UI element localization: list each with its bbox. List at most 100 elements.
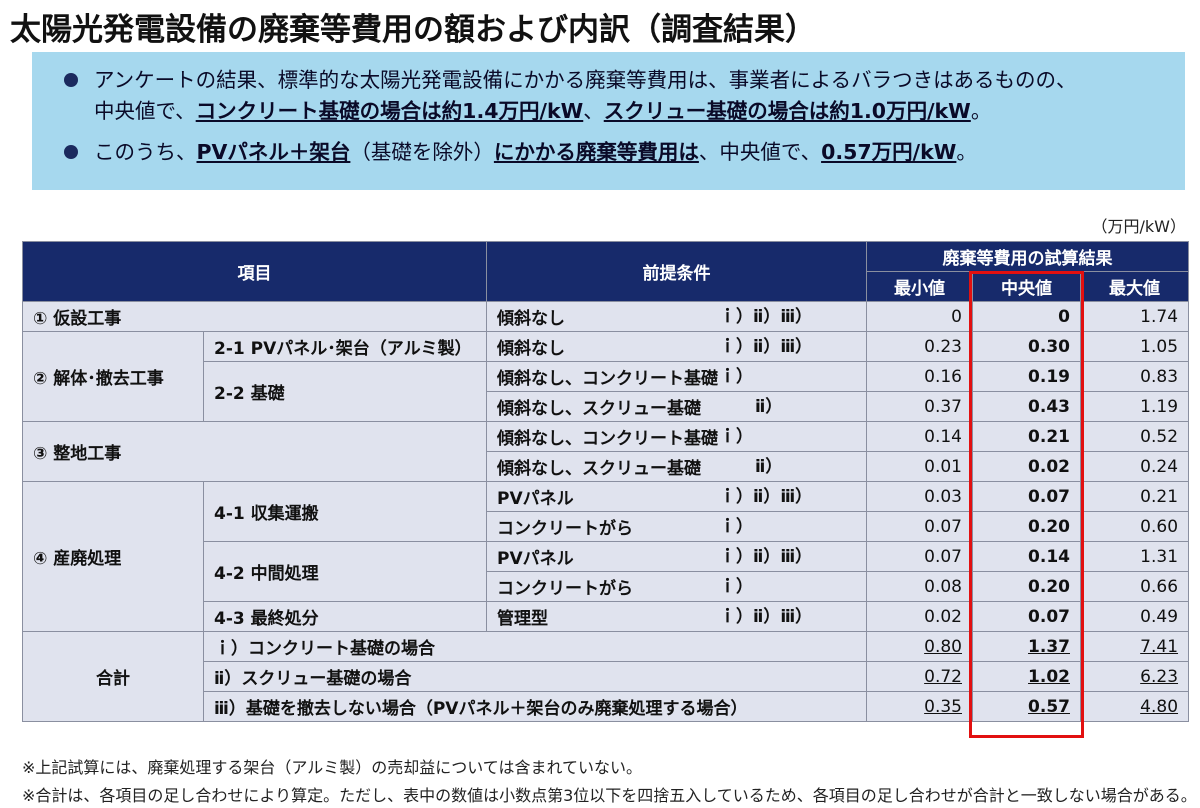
condition-text: 傾斜なし (497, 309, 565, 329)
summary-highlight: PVパネル＋架台 (196, 140, 351, 164)
category-cell: ④ 産廃処理 (22, 481, 204, 632)
median-cell: 0.43 (972, 391, 1081, 422)
median-cell: 0.30 (972, 331, 1081, 362)
min-cell: 0.03 (866, 481, 973, 512)
max-cell: 0.52 (1079, 421, 1190, 452)
condition-cell: 管理型 ｉ）ⅱ）ⅲ） (486, 601, 867, 632)
median-cell: 0.14 (972, 541, 1081, 572)
min-cell: 0.07 (866, 541, 973, 572)
header-item: 項目 (22, 241, 487, 302)
median-cell: 0.07 (972, 481, 1081, 512)
summary-highlight: にかかる廃棄等費用は (493, 140, 699, 164)
table-row: ④ 産廃処理 4-1 収集運搬 PVパネル ｉ）ⅱ）ⅲ） 0.03 0.07 0.… (22, 481, 1190, 632)
subcategory-cell: 4-1 収集運搬 (203, 481, 487, 542)
median-cell: 0.21 (972, 421, 1081, 452)
condition-refs: ｉ）ⅱ）ⅲ） (719, 487, 813, 507)
min-cell: 0.07 (866, 511, 973, 542)
max-cell: 0.83 (1079, 361, 1190, 392)
subcategory-cell: 4-2 中間処理 (203, 541, 487, 602)
max-cell: 0.21 (1079, 481, 1190, 512)
condition-refs: ｉ） (719, 517, 753, 537)
footnote-1: ※上記試算には、廃棄処理する架台（アルミ製）の売却益については含まれていない。 (22, 758, 642, 777)
total-max-cell: 6.23 (1079, 661, 1190, 692)
condition-refs: ｉ） (719, 427, 753, 447)
summary-bullet-2-text: このうち、PVパネル＋架台（基礎を除外）にかかる廃棄等費用は、中央値で、0.57… (94, 137, 977, 168)
condition-cell: PVパネル ｉ）ⅱ）ⅲ） (486, 481, 867, 512)
condition-cell: 傾斜なし ｉ）ⅱ）ⅲ） (486, 331, 867, 362)
total-label-cell: ⅲ）基礎を撤去しない場合（PVパネル＋架台のみ廃棄処理する場合） (203, 691, 867, 722)
footnote-2: ※合計は、各項目の足し合わせにより算定。ただし、表中の数値は小数点第3位以下を四… (22, 786, 1197, 805)
min-cell: 0.37 (866, 391, 973, 422)
condition-refs: ｉ） (719, 367, 753, 387)
table-row: 2-2 基礎 傾斜なし、コンクリート基礎 ｉ） 0.16 0.19 0.83 (23, 361, 1190, 422)
condition-cell: コンクリートがら ｉ） (486, 571, 867, 602)
total-median-cell: 1.37 (972, 631, 1081, 662)
max-cell: 0.49 (1079, 601, 1190, 632)
summary-text: 中央値で、 (94, 99, 196, 123)
condition-cell: 傾斜なし、コンクリート基礎 ｉ） (486, 421, 867, 452)
summary-highlight: 0.57万円/kW (821, 140, 957, 164)
condition-text: 傾斜なし、スクリュー基礎 (497, 399, 701, 419)
summary-highlight: コンクリート基礎の場合は約1.4万円/kW (195, 99, 584, 123)
max-cell: 0.24 (1079, 451, 1190, 482)
condition-text: コンクリートがら (497, 519, 633, 539)
median-cell: 0 (972, 301, 1081, 332)
median-cell: 0.19 (972, 361, 1081, 392)
header-result: 廃棄等費用の試算結果 (865, 241, 1190, 272)
total-row: 合計 ｉ）コンクリート基礎の場合 0.80 1.37 7.41 (22, 631, 1190, 722)
min-cell: 0.14 (866, 421, 973, 452)
table-row: ② 解体･撤去工事 2-1 PVパネル･架台（アルミ製） 傾斜なし ｉ）ⅱ）ⅲ） … (22, 331, 1190, 422)
cost-table: 項目 前提条件 廃棄等費用の試算結果 最小値 中央値 最大値 ① 仮設工事 傾斜… (22, 241, 1190, 722)
table-row: 4-2 中間処理 PVパネル ｉ）ⅱ）ⅲ） 0.07 0.14 1.31 (23, 541, 1190, 602)
total-median-cell: 1.02 (972, 661, 1081, 692)
subcategory-cell: 2-1 PVパネル･架台（アルミ製） (203, 331, 487, 362)
summary-bullet-1: アンケートの結果、標準的な太陽光発電設備にかかる廃棄等費用は、事業者によるバラつ… (52, 65, 1167, 127)
table-row: ① 仮設工事 傾斜なし ｉ）ⅱ）ⅲ） 0 0 1.74 (22, 301, 1190, 332)
summary-bullet-2: このうち、PVパネル＋架台（基礎を除外）にかかる廃棄等費用は、中央値で、0.57… (52, 137, 1167, 168)
condition-text: コンクリートがら (497, 579, 633, 599)
category-cell: ① 仮設工事 (22, 301, 487, 332)
summary-box: アンケートの結果、標準的な太陽光発電設備にかかる廃棄等費用は、事業者によるバラつ… (32, 52, 1185, 190)
min-cell: 0.01 (866, 451, 973, 482)
subcategory-cell: 4-3 最終処分 (203, 601, 487, 632)
condition-text: 傾斜なし、コンクリート基礎 (497, 369, 718, 389)
min-cell: 0 (866, 301, 973, 332)
condition-refs: ｉ） (719, 577, 753, 597)
total-label-cell: ｉ）コンクリート基礎の場合 (203, 631, 867, 662)
summary-text: （基礎を除外） (350, 140, 494, 164)
condition-text: 管理型 (497, 609, 548, 629)
total-min-cell: 0.35 (866, 691, 973, 722)
median-cell: 0.07 (972, 601, 1081, 632)
max-cell: 1.74 (1079, 301, 1190, 332)
summary-text: アンケートの結果、標準的な太陽光発電設備にかかる廃棄等費用は、事業者によるバラつ… (94, 68, 1077, 92)
max-cell: 0.60 (1079, 511, 1190, 542)
bullet-dot-icon (64, 145, 78, 159)
condition-cell: 傾斜なし、スクリュー基礎 ⅱ） (486, 391, 867, 422)
summary-text: このうち、 (94, 140, 197, 164)
header-condition: 前提条件 (486, 241, 867, 302)
condition-refs: ⅱ） (755, 457, 783, 477)
condition-cell: コンクリートがら ｉ） (486, 511, 867, 542)
category-cell: ③ 整地工事 (22, 421, 487, 482)
min-cell: 0.16 (866, 361, 973, 392)
summary-text: 。 (956, 140, 977, 164)
total-max-cell: 7.41 (1079, 631, 1190, 662)
unit-label: （万円/kW） (1091, 217, 1186, 236)
condition-text: 傾斜なし、コンクリート基礎 (497, 429, 718, 449)
total-label-cell: ⅱ）スクリュー基礎の場合 (203, 661, 867, 692)
median-cell: 0.20 (972, 571, 1081, 602)
condition-cell: PVパネル ｉ）ⅱ）ⅲ） (486, 541, 867, 572)
condition-refs: ｉ）ⅱ）ⅲ） (719, 307, 813, 327)
condition-refs: ｉ）ⅱ）ⅲ） (719, 337, 813, 357)
max-cell: 0.66 (1079, 571, 1190, 602)
condition-refs: ⅱ） (755, 397, 783, 417)
median-cell: 0.02 (972, 451, 1081, 482)
max-cell: 1.05 (1079, 331, 1190, 362)
total-min-cell: 0.80 (866, 631, 973, 662)
total-row: ⅱ）スクリュー基礎の場合 0.72 1.02 6.23 (23, 661, 1190, 692)
subcategory-cell: 2-2 基礎 (203, 361, 487, 422)
condition-cell: 傾斜なし、スクリュー基礎 ⅱ） (486, 451, 867, 482)
table-row: ③ 整地工事 傾斜なし、コンクリート基礎 ｉ） 0.14 0.21 0.52 (22, 421, 1190, 482)
total-category-cell: 合計 (22, 631, 204, 722)
condition-cell: 傾斜なし ｉ）ⅱ）ⅲ） (486, 301, 867, 332)
